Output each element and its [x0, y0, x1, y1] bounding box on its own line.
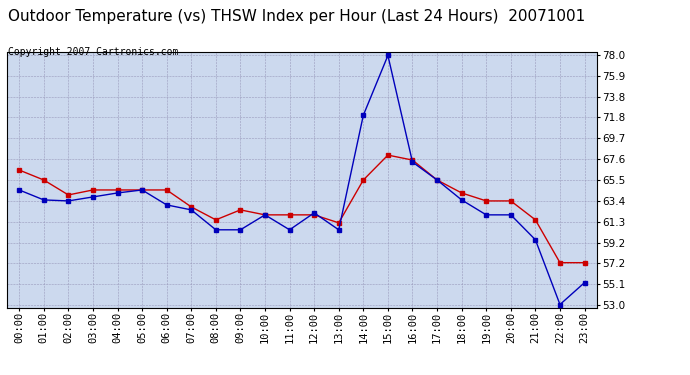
- Text: Copyright 2007 Cartronics.com: Copyright 2007 Cartronics.com: [8, 47, 179, 57]
- Text: Outdoor Temperature (vs) THSW Index per Hour (Last 24 Hours)  20071001: Outdoor Temperature (vs) THSW Index per …: [8, 9, 585, 24]
